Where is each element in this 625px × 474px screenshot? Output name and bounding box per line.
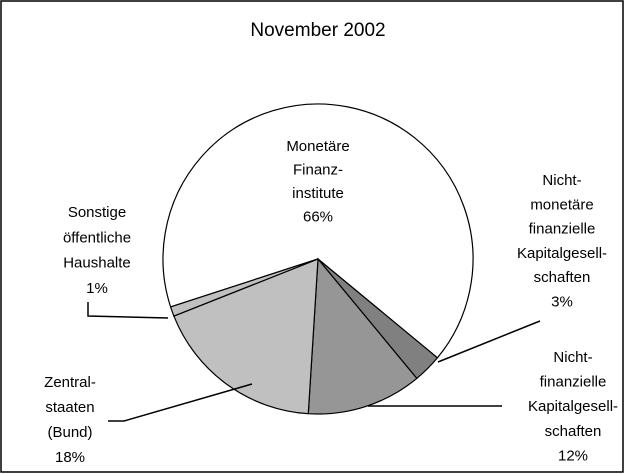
leader-line: [437, 320, 541, 363]
leader-line: [87, 302, 169, 319]
category-label: Kapitalgesell-: [528, 398, 618, 415]
pie: [162, 103, 474, 415]
value-label: 18%: [55, 449, 85, 466]
pie-slice: [307, 257, 418, 415]
category-label: Monetäre: [286, 138, 349, 155]
category-label: Nicht-: [542, 172, 581, 189]
category-label: Nicht-: [553, 349, 592, 366]
category-label: staaten: [45, 399, 94, 416]
value-label: 3%: [551, 293, 573, 310]
leader-line: [108, 383, 253, 422]
value-label: 66%: [303, 208, 333, 225]
category-label: finanzielle: [529, 221, 596, 238]
category-label: finanzielle: [540, 374, 607, 391]
pie-slice: [169, 258, 319, 317]
category-label: schaften: [545, 423, 602, 440]
leader-lines: [87, 302, 541, 422]
category-label: monetäre: [530, 196, 593, 213]
category-label: institute: [292, 185, 344, 202]
category-label: öffentliche: [63, 229, 131, 246]
category-label: Sonstige: [68, 204, 126, 221]
pie-slice: [162, 103, 474, 359]
pie-slice: [173, 258, 319, 415]
category-label: schaften: [534, 269, 591, 286]
category-label: Zentral-: [44, 374, 96, 391]
category-label: Kapitalgesell-: [517, 245, 607, 262]
chart-title: November 2002: [250, 20, 385, 41]
category-label: Haushalte: [63, 255, 131, 272]
category-label: Finanz-: [293, 161, 343, 178]
category-label: (Bund): [47, 424, 92, 441]
value-label: 12%: [558, 447, 588, 464]
value-label: 1%: [86, 280, 108, 297]
